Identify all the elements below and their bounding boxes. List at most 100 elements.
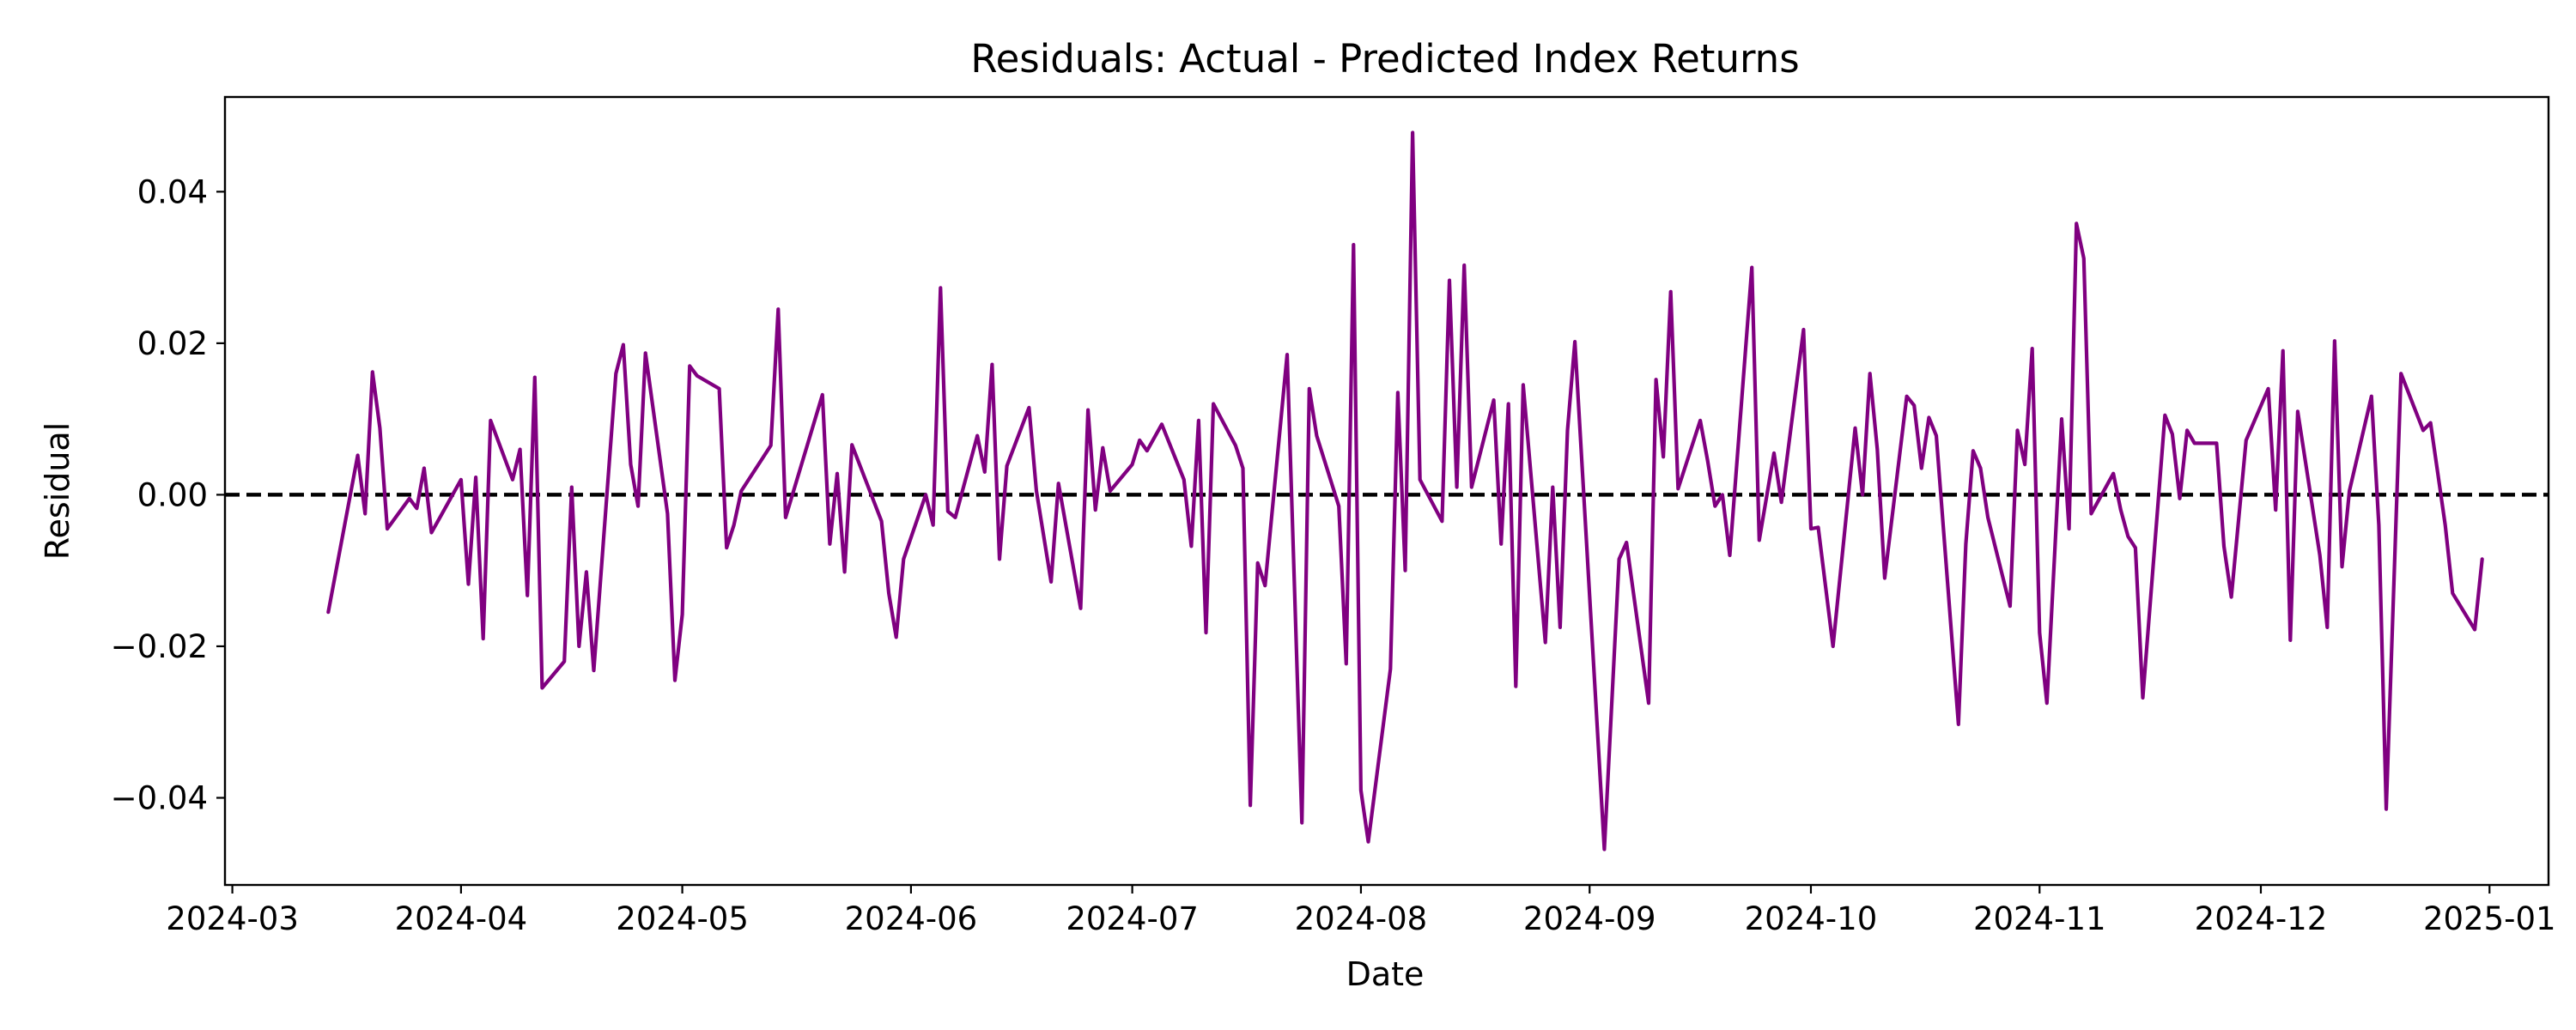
residual-point xyxy=(2333,339,2336,342)
residual-point xyxy=(1868,372,1872,375)
residual-point xyxy=(1920,467,1923,470)
residual-point xyxy=(622,343,625,347)
residual-point xyxy=(459,478,463,482)
x-tick-label: 2024-05 xyxy=(616,900,749,937)
residual-point xyxy=(326,610,330,614)
residual-point xyxy=(2444,524,2447,527)
residual-point xyxy=(1625,541,1628,544)
residual-point xyxy=(1035,489,1038,493)
residual-point xyxy=(1197,419,1200,422)
residual-point xyxy=(1101,446,1104,450)
residual-point xyxy=(408,497,411,500)
residual-point xyxy=(1566,428,1570,432)
residual-point xyxy=(629,463,633,466)
residual-point xyxy=(1507,403,1510,406)
y-tick-label: −0.02 xyxy=(111,628,208,665)
residual-point xyxy=(2134,546,2137,549)
residual-point xyxy=(1780,500,1783,504)
residual-point xyxy=(1499,542,1503,546)
residual-point xyxy=(1750,266,1753,270)
residual-point xyxy=(1367,840,1370,844)
residual-point xyxy=(2089,512,2093,516)
residual-point xyxy=(2481,557,2484,560)
residual-point xyxy=(1544,641,1547,645)
residual-point xyxy=(954,516,957,519)
residual-point xyxy=(2185,428,2189,432)
residual-point xyxy=(2038,631,2041,634)
residual-point xyxy=(718,387,721,391)
residual-point xyxy=(725,546,728,549)
residual-point xyxy=(2245,439,2248,442)
residual-point xyxy=(1728,554,1732,557)
y-axis: −0.04 −0.02 0.00 0.02 0.04 xyxy=(111,173,225,816)
residual-point xyxy=(887,591,890,595)
x-tick-label: 2024-06 xyxy=(845,900,978,937)
residual-point xyxy=(1189,544,1193,548)
x-tick-label: 2024-03 xyxy=(166,900,299,937)
residual-point xyxy=(1669,290,1673,294)
residual-point xyxy=(2429,421,2433,425)
y-tick-label: −0.04 xyxy=(111,779,208,816)
residual-point xyxy=(1131,463,1134,466)
residual-point xyxy=(2075,221,2078,225)
residual-point xyxy=(2193,441,2196,445)
residual-point xyxy=(489,419,492,422)
residual-point xyxy=(2023,463,2026,466)
residual-point xyxy=(371,370,374,373)
residual-point xyxy=(1049,580,1053,584)
residual-point xyxy=(511,478,514,482)
residual-point xyxy=(1138,439,1141,442)
residual-point xyxy=(378,427,381,430)
residual-point xyxy=(1027,406,1030,409)
residual-point xyxy=(688,364,691,367)
residual-point xyxy=(540,687,544,690)
x-axis: 2024-03 2024-04 2024-05 2024-06 2024-07 2024-… xyxy=(166,885,2556,937)
residual-point xyxy=(1359,789,1363,792)
residual-point xyxy=(2163,414,2166,417)
residual-point xyxy=(1234,444,1237,447)
residual-point xyxy=(1455,486,1459,489)
residual-point xyxy=(1109,489,1112,493)
residual-point xyxy=(1676,487,1680,490)
residual-point xyxy=(2215,441,2218,445)
residual-point xyxy=(1602,848,1606,851)
residual-point xyxy=(2045,701,2049,705)
residual-point xyxy=(1315,434,1318,438)
residual-point xyxy=(2031,347,2034,350)
residual-point xyxy=(1263,584,1267,587)
residual-point xyxy=(2082,257,2086,260)
residual-point xyxy=(1404,569,1407,573)
residual-point xyxy=(363,512,367,516)
residual-point xyxy=(1935,434,1938,438)
residual-point xyxy=(983,470,987,474)
residual-point xyxy=(467,583,471,586)
y-tick-label: 0.02 xyxy=(137,325,208,362)
residual-point xyxy=(696,374,699,378)
residual-point xyxy=(1927,415,1930,419)
residual-point xyxy=(1242,467,1245,470)
residual-point xyxy=(739,489,743,493)
residual-point xyxy=(533,376,537,379)
residual-point xyxy=(1462,264,1466,267)
residual-point xyxy=(835,472,839,476)
residual-point xyxy=(1448,279,1451,282)
residual-series-line xyxy=(326,130,2484,851)
residual-point xyxy=(562,660,566,663)
residual-point xyxy=(732,524,736,527)
residual-point xyxy=(570,486,574,489)
residual-point xyxy=(1345,662,1348,665)
residual-point xyxy=(1706,459,1710,463)
residual-point xyxy=(990,363,993,367)
x-tick-label: 2024-12 xyxy=(2195,900,2328,937)
residual-point xyxy=(2377,524,2380,527)
residual-point xyxy=(577,645,580,648)
residual-point xyxy=(1160,422,1163,426)
residual-point xyxy=(1905,395,1909,398)
residual-point xyxy=(2421,428,2425,432)
residual-point xyxy=(2267,387,2270,391)
residual-point xyxy=(939,286,942,289)
residual-point xyxy=(1979,467,1983,470)
residual-point xyxy=(1285,353,1289,356)
residual-point xyxy=(1256,561,1260,565)
residual-point xyxy=(519,448,522,451)
